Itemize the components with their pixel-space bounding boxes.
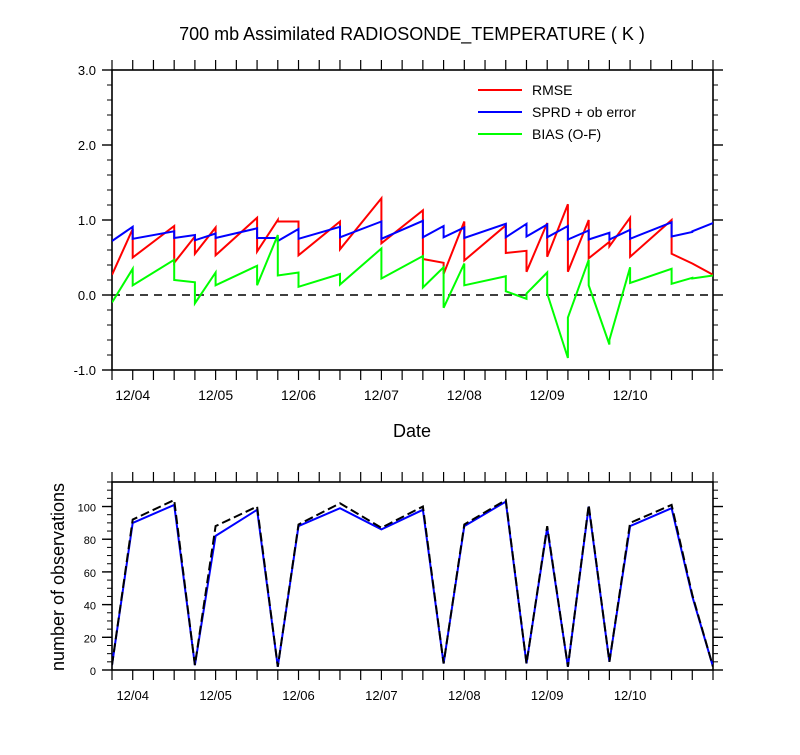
- bottom-plot: 0 20 40 60 80 100 12/04 12/05 12/06 12/07 12/08 12/…: [78, 472, 723, 703]
- top-plot: -1.0 0.0 1.0 2.0 3.0 12/04 12/05 12/06 12/07 12/0…: [74, 60, 723, 403]
- bottom-y-tick-label: 100: [78, 503, 96, 515]
- bottom-y-tick-label: 20: [84, 633, 96, 645]
- bottom-x-tick-label: 12/06: [282, 688, 315, 703]
- bottom-x-tick-label: 12/08: [448, 688, 481, 703]
- top-x-tick-label: 12/05: [198, 387, 233, 403]
- bottom-y-tick-label: 0: [90, 666, 96, 678]
- top-x-tick-label: 12/09: [530, 387, 565, 403]
- bottom-y-tick-label: 60: [84, 568, 96, 580]
- top-y-tick-label: -1.0: [74, 363, 96, 378]
- legend-label-1: SPRD + ob error: [532, 104, 636, 120]
- bottom-series-group: [112, 498, 713, 667]
- top-y-tick-label: 1.0: [78, 213, 96, 228]
- bottom-y-tick-label: 40: [84, 601, 96, 613]
- top-x-axis-label: Date: [393, 421, 431, 441]
- bottom-x-tick-label: 12/10: [614, 688, 647, 703]
- top-y-tick-label: 0.0: [78, 288, 96, 303]
- bottom-x-tick-label: 12/09: [531, 688, 564, 703]
- bottom-x-tick-label: 12/05: [199, 688, 232, 703]
- legend-label-2: BIAS (O-F): [532, 126, 601, 142]
- series-line-observations-possible: [112, 498, 713, 667]
- top-series-group: [112, 195, 713, 359]
- series-line-rmse: [112, 195, 713, 276]
- bottom-x-tick-label: 12/04: [116, 688, 149, 703]
- legend-label-0: RMSE: [532, 82, 572, 98]
- top-x-tick-label: 12/07: [364, 387, 399, 403]
- bottom-x-tick-label: 12/07: [365, 688, 398, 703]
- bottom-y-tick-label: 80: [84, 535, 96, 547]
- top-x-tick-label: 12/08: [447, 387, 482, 403]
- series-line-sprd-ob-error: [112, 219, 713, 243]
- top-y-tick-label: 3.0: [78, 63, 96, 78]
- top-x-tick-label: 12/10: [613, 387, 648, 403]
- chart-title: 700 mb Assimilated RADIOSONDE_TEMPERATUR…: [179, 24, 645, 45]
- bottom-y-axis-label: number of observations: [48, 483, 68, 671]
- bottom-plot-frame: [111, 481, 714, 671]
- top-y-tick-label: 2.0: [78, 138, 96, 153]
- top-x-tick-label: 12/04: [115, 387, 150, 403]
- series-line-observations-used: [112, 499, 713, 667]
- series-line-bias-o-f-: [112, 234, 713, 359]
- top-x-tick-label: 12/06: [281, 387, 316, 403]
- legend: RMSE SPRD + ob error BIAS (O-F): [478, 82, 636, 142]
